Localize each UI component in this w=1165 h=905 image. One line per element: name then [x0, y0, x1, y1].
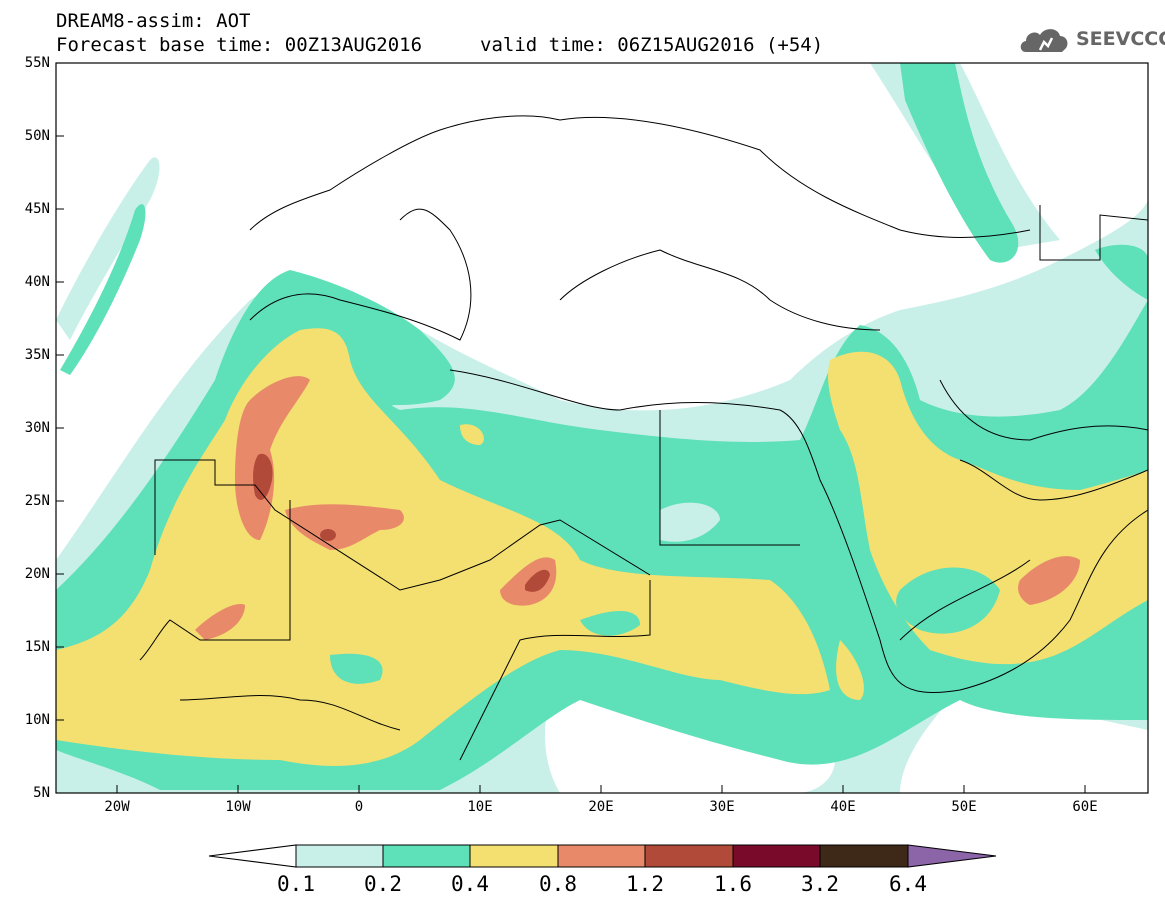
forecast-time-line: Forecast base time: 00Z13AUG2016 valid ti… [56, 34, 823, 56]
logo-text: SEEVCCC [1076, 28, 1165, 50]
aot-low-patch [660, 502, 720, 542]
lat-label: 5N [33, 785, 50, 801]
lat-label: 40N [24, 274, 50, 290]
colorbar-label: 0.1 [277, 872, 315, 896]
cloud-icon [1020, 29, 1068, 52]
lat-label: 55N [24, 55, 50, 71]
forecast-base-time: Forecast base time: 00Z13AUG2016 [56, 34, 423, 56]
lon-label: 10E [467, 799, 493, 815]
lon-label: 20W [104, 799, 130, 815]
lat-label: 25N [24, 493, 50, 509]
lat-label: 30N [24, 420, 50, 436]
lat-label: 45N [24, 201, 50, 217]
map-title: DREAM8-assim: AOT [56, 10, 251, 32]
colorbar-label: 3.2 [801, 872, 839, 896]
valid-time: valid time: 06Z15AUG2016 (+54) [480, 34, 824, 56]
colorbar-swatch-1.2 [644, 844, 734, 868]
lon-label: 10W [225, 799, 251, 815]
colorbar-high-arrow [907, 844, 997, 868]
colorbar-swatch-0.8 [557, 844, 646, 868]
lon-label: 20E [588, 799, 614, 815]
lat-label: 20N [24, 566, 50, 582]
colorbar [208, 844, 997, 868]
colorbar-label: 1.6 [714, 872, 752, 896]
colorbar-swatch-0.2 [382, 844, 471, 868]
aot-holes [330, 567, 1000, 684]
lon-label: 60E [1072, 799, 1098, 815]
country-borders [139, 115, 1148, 761]
colorbar-label: 0.2 [364, 872, 402, 896]
lat-label: 10N [24, 712, 50, 728]
colorbar-low-arrow [208, 844, 297, 868]
colorbar-swatch-1.6 [732, 844, 821, 868]
map-frame [55, 62, 1149, 794]
grid-ticks [56, 135, 1086, 793]
colorbar-swatch-3.2 [819, 844, 909, 868]
colorbar-label: 1.2 [626, 872, 664, 896]
lat-label: 15N [24, 639, 50, 655]
lon-label: 0 [354, 799, 364, 815]
colorbar-swatch-0.1 [295, 844, 384, 868]
lon-label: 50E [951, 799, 977, 815]
seevccc-logo: SEEVCCC [1018, 24, 1165, 58]
lat-label: 50N [24, 128, 50, 144]
lon-label: 40E [830, 799, 856, 815]
colorbar-label: 0.4 [451, 872, 489, 896]
colorbar-label: 0.8 [539, 872, 577, 896]
lat-label: 35N [24, 347, 50, 363]
lon-label: 30E [709, 799, 735, 815]
aot-field [56, 63, 1148, 793]
colorbar-swatch-0.4 [469, 844, 559, 868]
colorbar-label: 6.4 [889, 872, 927, 896]
